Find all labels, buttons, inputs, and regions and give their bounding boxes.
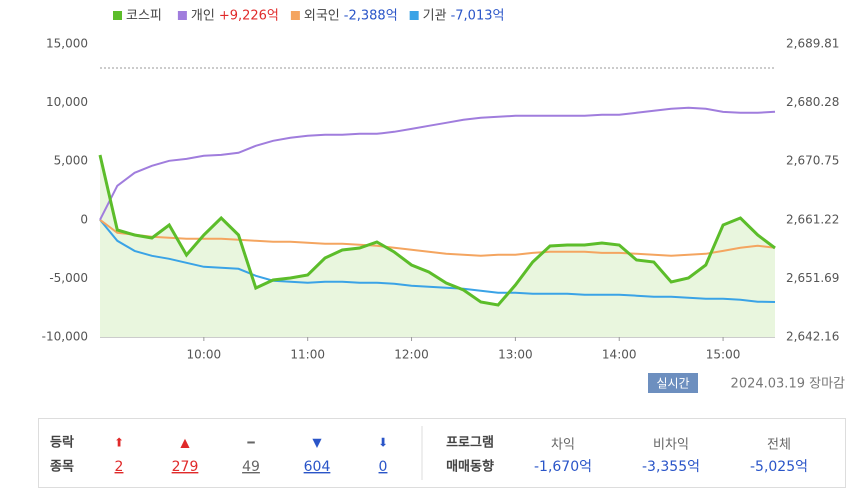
program-value: -3,355억 — [642, 459, 700, 475]
program-title: 매매동향 — [446, 459, 494, 475]
breadth-symbol: ⬆ — [114, 436, 124, 450]
y-tick-label: -10,000 — [42, 330, 88, 344]
program-name: 비차익 — [653, 438, 689, 453]
y2-tick-label: 2,642.16 — [786, 330, 839, 344]
legend-value: -2,388억 — [344, 9, 398, 24]
breadth-symbol: ▼ — [312, 436, 322, 450]
badge-text: 실시간 — [656, 377, 689, 391]
breadth-count: 49 — [242, 459, 260, 475]
date: 2024.03.19 장마감 — [731, 377, 845, 392]
series-line — [99, 219, 776, 257]
summary-box — [38, 418, 846, 488]
breadth-count: 0 — [379, 459, 388, 475]
breadth-symbol: ━ — [246, 436, 255, 450]
series-line — [99, 106, 776, 221]
legend-label: 외국인 — [304, 9, 340, 24]
y-tick-label: -5,000 — [49, 271, 88, 285]
y2-tick-label: 2,680.28 — [786, 95, 839, 109]
breadth-label: 종목 — [50, 460, 74, 475]
y2-tick-label: 2,661.22 — [786, 212, 839, 226]
x-tick-label: 12:00 — [394, 348, 429, 362]
legend-swatch — [409, 11, 419, 20]
series-line — [98, 154, 776, 307]
program-name: 차익 — [551, 438, 575, 453]
x-tick-label: 15:00 — [706, 348, 741, 362]
breadth-label: 등락 — [50, 436, 74, 451]
y-tick-label: 0 — [80, 212, 88, 226]
legend-label: 코스피 — [126, 9, 162, 24]
series-line — [99, 219, 776, 303]
x-tick-label: 10:00 — [187, 348, 222, 362]
legend-swatch — [290, 11, 300, 20]
legend-value: +9,226억 — [219, 9, 279, 24]
legend-value: -7,013억 — [451, 9, 505, 24]
program-value: -5,025억 — [750, 459, 808, 475]
x-tick-label: 13:00 — [498, 348, 533, 362]
legend-label: 개인 — [191, 9, 215, 24]
y2-tick-label: 2,651.69 — [786, 271, 839, 285]
program-name: 전체 — [767, 438, 791, 453]
x-tick-label: 14:00 — [602, 348, 637, 362]
y-tick-label: 5,000 — [54, 154, 88, 168]
breadth-count: 279 — [172, 459, 199, 475]
breadth-count: 604 — [304, 459, 331, 475]
badge — [648, 373, 698, 393]
y-tick-label: 15,000 — [46, 37, 88, 51]
breadth-count: 2 — [115, 459, 124, 475]
legend-swatch — [113, 11, 122, 20]
breadth-symbol: ▲ — [180, 436, 190, 450]
program-title: 프로그램 — [446, 436, 494, 451]
breadth-symbol: ⬇ — [378, 436, 388, 450]
area-fill — [100, 155, 775, 337]
x-tick-label: 11:00 — [290, 348, 325, 362]
legend-swatch — [177, 11, 187, 20]
y2-tick-label: 2,670.75 — [786, 154, 839, 168]
y-tick-label: 10,000 — [46, 95, 88, 109]
program-value: -1,670억 — [534, 459, 592, 475]
legend-label: 기관 — [423, 9, 447, 24]
y2-tick-label: 2,689.81 — [786, 37, 839, 51]
